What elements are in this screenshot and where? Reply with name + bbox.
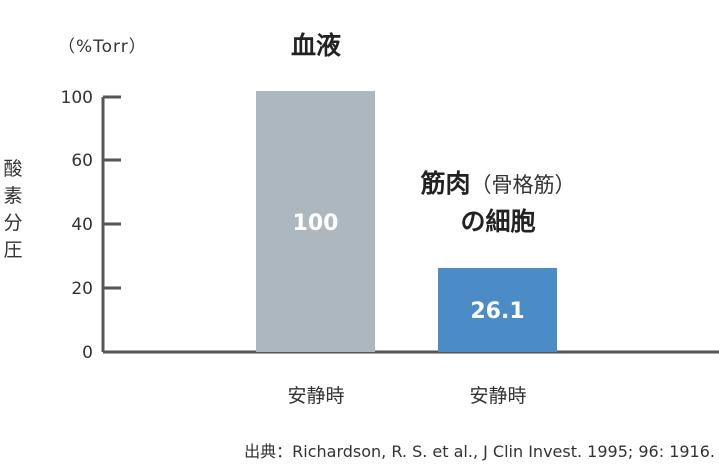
category-label-blood: 安静時 xyxy=(287,385,344,407)
bar-muscle-rest xyxy=(438,268,557,352)
bar-title-muscle: 筋肉（骨格筋） xyxy=(420,169,575,198)
value-label-blood: 100 xyxy=(293,211,339,236)
y-tick-label: 100 xyxy=(61,88,93,108)
bar-title-muscle-sub: （骨格筋） xyxy=(471,173,576,197)
y-ticks: 0 20 40 60 100 xyxy=(61,88,121,363)
value-label-muscle: 26.1 xyxy=(470,299,524,324)
y-tick-label: 20 xyxy=(71,279,93,299)
bar-blood-rest xyxy=(256,91,375,352)
bar-title-muscle-main: 筋肉 xyxy=(420,169,470,198)
unit-label: （%Torr） xyxy=(58,37,147,57)
y-axis-label: 酸素分圧 xyxy=(3,158,22,261)
category-label-muscle: 安静時 xyxy=(469,385,526,407)
source-citation: 出典：Richardson, R. S. et al., J Clin Inve… xyxy=(244,442,715,461)
y-tick-label: 60 xyxy=(71,151,93,171)
y-tick-label: 40 xyxy=(71,215,93,235)
bar-title-muscle-line2: の細胞 xyxy=(460,207,535,236)
bar-title-blood: 血液 xyxy=(291,31,341,60)
y-tick-label: 0 xyxy=(82,343,93,363)
